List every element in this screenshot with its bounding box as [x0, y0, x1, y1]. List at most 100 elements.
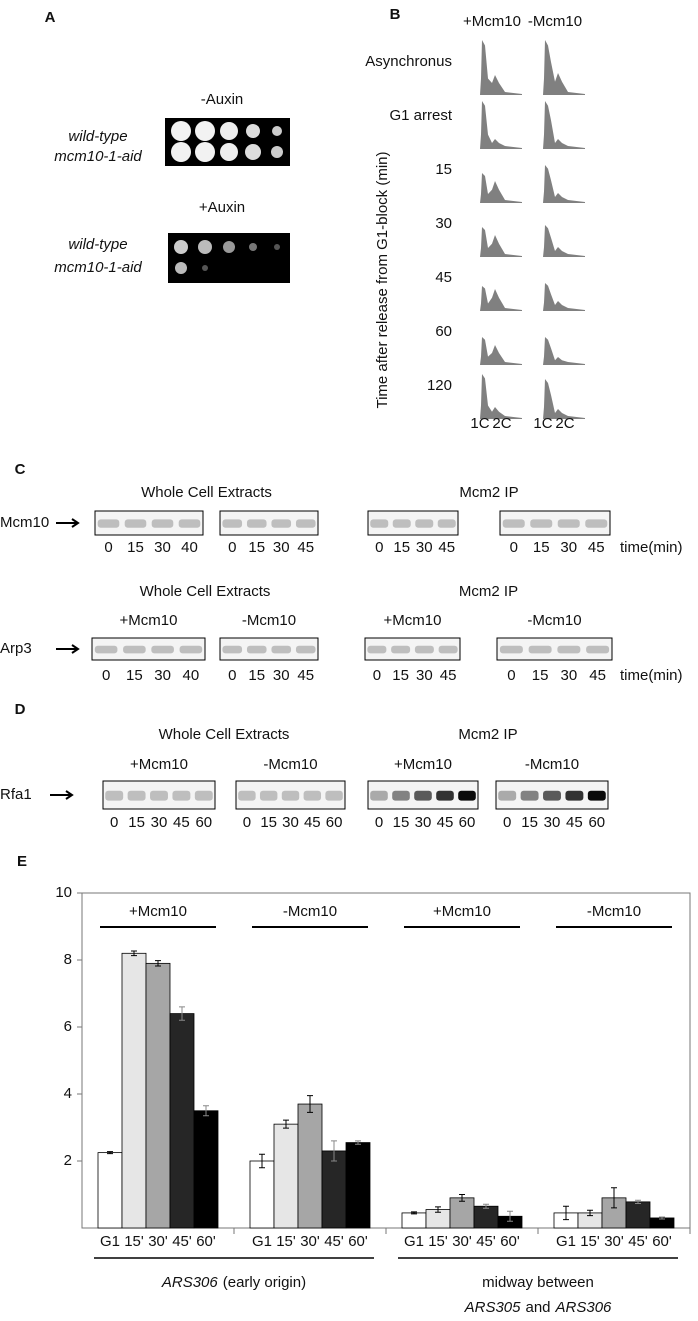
colony-spot [223, 241, 235, 253]
condition-label: +Mcm10 [394, 756, 452, 773]
time-label: 0 [228, 667, 236, 684]
time-label: 0 [510, 539, 518, 556]
blot-title: Mcm2 IP [459, 484, 518, 501]
x-tick-label: 15' [580, 1233, 600, 1250]
colony-spot [274, 244, 280, 250]
blot [496, 637, 613, 661]
bar [649, 1217, 675, 1229]
time-label: 45 [297, 539, 314, 556]
x-tick-label: 45' [476, 1233, 496, 1250]
band [587, 790, 606, 801]
band [438, 645, 458, 654]
group-label: +Mcm10 [433, 903, 491, 920]
flow-histogram [543, 225, 585, 257]
x-tick-label: G1 [252, 1233, 272, 1250]
flow-histogram [543, 337, 585, 365]
error-bar [435, 1206, 441, 1213]
y-tick-label: 8 [64, 951, 72, 968]
dna-content-label: 2C [492, 415, 511, 432]
plate-plus-auxin [168, 233, 290, 283]
row-label: G1 arrest [389, 107, 452, 124]
band [97, 519, 120, 528]
region-note: (early origin) [223, 1274, 306, 1291]
bar [473, 1205, 499, 1229]
colony-spot [220, 122, 238, 140]
band [392, 519, 411, 528]
group-label: -Mcm10 [283, 903, 337, 920]
region-label: midway between [482, 1274, 594, 1291]
time-label: 45 [438, 539, 455, 556]
band [585, 519, 608, 528]
band [586, 645, 610, 654]
condition-label: +Mcm10 [130, 756, 188, 773]
band [530, 519, 553, 528]
time-label: 15 [532, 667, 549, 684]
colony-spot [249, 243, 257, 251]
protein-label: Arp3 [0, 640, 32, 657]
strain-label: mcm10-1-aid [54, 148, 142, 165]
time-label: 15 [393, 539, 410, 556]
bar [169, 1013, 195, 1229]
colony-spot [272, 126, 282, 136]
panel-letter: E [17, 853, 27, 870]
time-label: 30 [561, 667, 578, 684]
y-tick-label: 6 [64, 1018, 72, 1035]
time-label: 30 [415, 814, 432, 831]
condition-label: +Mcm10 [120, 612, 178, 629]
time-label: 45 [304, 814, 321, 831]
protein-label: Rfa1 [0, 786, 32, 803]
row-label: 120 [427, 377, 452, 394]
band [295, 519, 316, 528]
time-label: 15 [128, 814, 145, 831]
region-name: ARS306 [161, 1274, 219, 1291]
time-label: 0 [375, 814, 383, 831]
band [557, 519, 580, 528]
x-tick-label: G1 [100, 1233, 120, 1250]
error-bar [507, 1210, 513, 1222]
time-label: 45 [588, 539, 605, 556]
band [437, 519, 456, 528]
group-label: +Mcm10 [129, 903, 187, 920]
time-label: 0 [507, 667, 515, 684]
band [303, 790, 322, 801]
error-bar [307, 1095, 313, 1113]
band [94, 645, 118, 654]
colony-spot [195, 121, 215, 141]
error-bar [203, 1105, 209, 1117]
x-tick-label: 30' [300, 1233, 320, 1250]
time-label: 15 [393, 814, 410, 831]
bar [449, 1197, 475, 1229]
band [367, 645, 387, 654]
dna-content-label: 1C [533, 415, 552, 432]
error-bar [107, 1151, 113, 1155]
band [194, 790, 213, 801]
colony-spot [198, 240, 212, 254]
arrow [56, 518, 80, 528]
blot-title: Whole Cell Extracts [159, 726, 290, 743]
band [565, 790, 584, 801]
band [150, 790, 168, 801]
time-label: 15 [392, 667, 409, 684]
bar [97, 1152, 123, 1229]
bar [193, 1110, 219, 1229]
row-label: 60 [435, 323, 452, 340]
condition-label: +Auxin [199, 199, 245, 216]
group-label: -Mcm10 [587, 903, 641, 920]
time-label: 30 [416, 667, 433, 684]
condition-label: -Mcm10 [263, 756, 317, 773]
bar [401, 1212, 427, 1229]
row-label: 30 [435, 215, 452, 232]
band [370, 790, 388, 801]
column-label: -Mcm10 [528, 13, 582, 30]
strain-label: wild-type [68, 128, 127, 145]
time-label: 0 [228, 539, 236, 556]
condition-label: -Mcm10 [527, 612, 581, 629]
time-label: 45 [173, 814, 190, 831]
x-tick-label: 30' [148, 1233, 168, 1250]
band [151, 645, 174, 654]
strain-label: mcm10-1-aid [54, 259, 142, 276]
x-tick-label: 30' [452, 1233, 472, 1250]
bar [121, 952, 147, 1229]
colony-spot [246, 124, 260, 138]
